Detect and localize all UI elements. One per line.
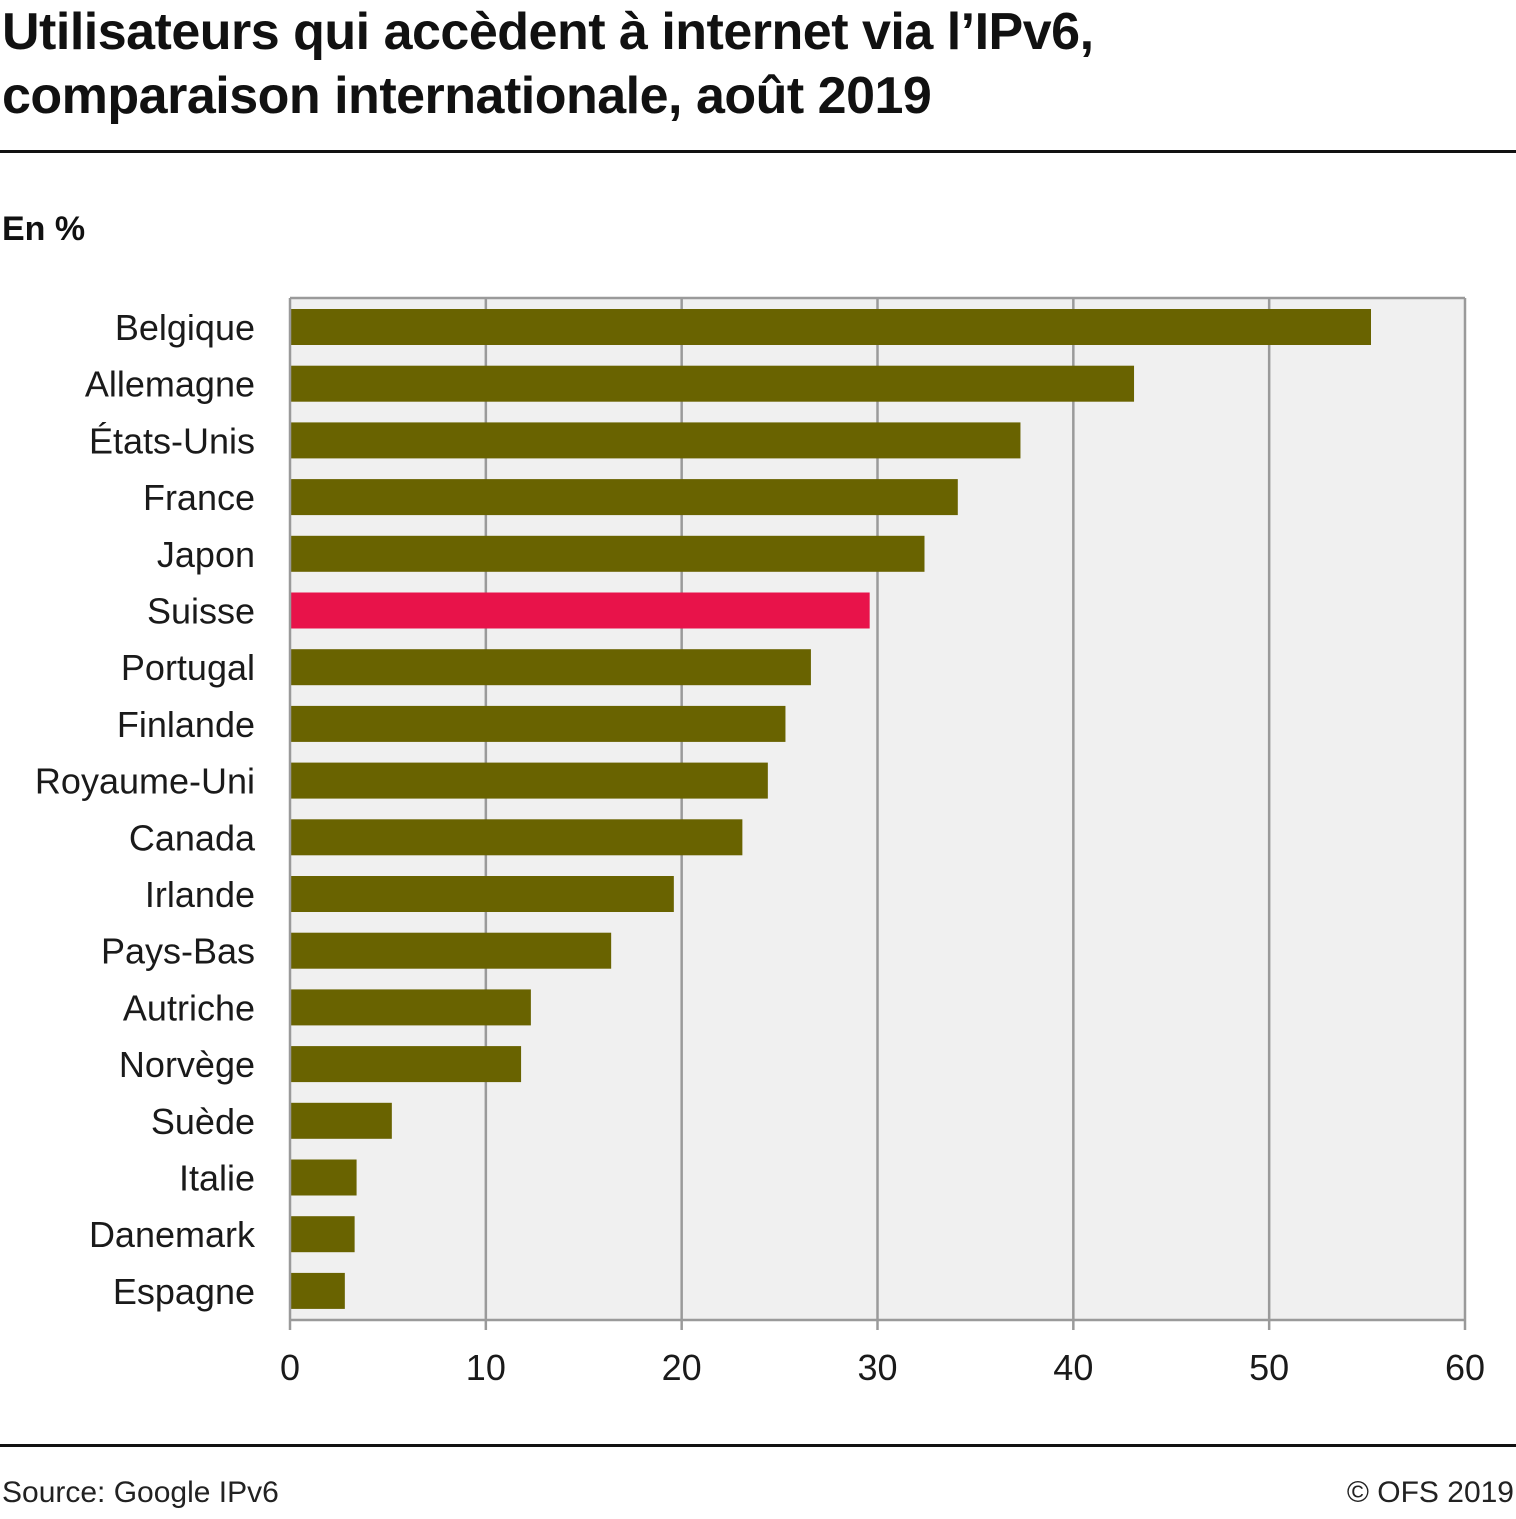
copyright-note: © OFS 2019 <box>1346 1476 1514 1509</box>
bar <box>290 422 1021 459</box>
chart-title: Utilisateurs qui accèdent à internet via… <box>2 0 1502 128</box>
bar <box>290 1159 357 1196</box>
bar <box>290 819 743 856</box>
category-label: Canada <box>129 817 256 858</box>
category-label: Danemark <box>89 1214 256 1255</box>
x-tick-label: 50 <box>1249 1347 1289 1388</box>
category-label: Finlande <box>117 704 255 745</box>
category-label: Suisse <box>147 591 255 632</box>
category-label: Portugal <box>121 647 255 688</box>
bar <box>290 932 612 969</box>
unit-label: En % <box>2 210 86 248</box>
bar <box>290 1216 355 1253</box>
chart-title-line-2: comparaison internationale, août 2019 <box>2 67 932 125</box>
x-tick-label: 10 <box>466 1347 506 1388</box>
category-label: Royaume-Uni <box>35 761 255 802</box>
bar <box>290 989 531 1026</box>
category-label: États-Unis <box>89 420 255 461</box>
bar-chart: Belgique Allemagne États-Unis France Japon Su… <box>35 296 1485 1388</box>
bar <box>290 1272 345 1309</box>
category-label: Suède <box>151 1101 255 1142</box>
category-label: France <box>143 477 255 518</box>
bar <box>290 705 786 742</box>
chart-title-line-1: Utilisateurs qui accèdent à internet via… <box>2 3 1094 61</box>
category-label: Norvège <box>119 1044 255 1085</box>
category-label: Italie <box>179 1158 255 1199</box>
category-label: Belgique <box>115 307 255 348</box>
bar <box>290 309 1371 345</box>
bar <box>290 1102 392 1139</box>
category-label: Allemagne <box>85 364 255 405</box>
category-label: Irlande <box>145 874 255 915</box>
bar <box>290 876 674 912</box>
footer-divider <box>0 1444 1516 1447</box>
bar <box>290 1046 522 1083</box>
category-label: Espagne <box>113 1271 255 1312</box>
title-divider <box>0 150 1516 153</box>
bar <box>290 365 1135 402</box>
x-tick-label: 30 <box>857 1347 897 1388</box>
bar <box>290 592 870 629</box>
bar <box>290 762 768 799</box>
category-label: Japon <box>157 534 255 575</box>
x-tick-label: 60 <box>1445 1347 1485 1388</box>
x-tick-label: 40 <box>1053 1347 1093 1388</box>
bar <box>290 649 811 686</box>
x-tick-label: 0 <box>280 1347 300 1388</box>
source-note: Source: Google IPv6 <box>2 1476 279 1509</box>
category-label: Pays-Bas <box>101 931 255 972</box>
bar <box>290 535 925 572</box>
bar <box>290 479 958 516</box>
category-label: Autriche <box>123 987 255 1028</box>
x-tick-label: 20 <box>662 1347 702 1388</box>
